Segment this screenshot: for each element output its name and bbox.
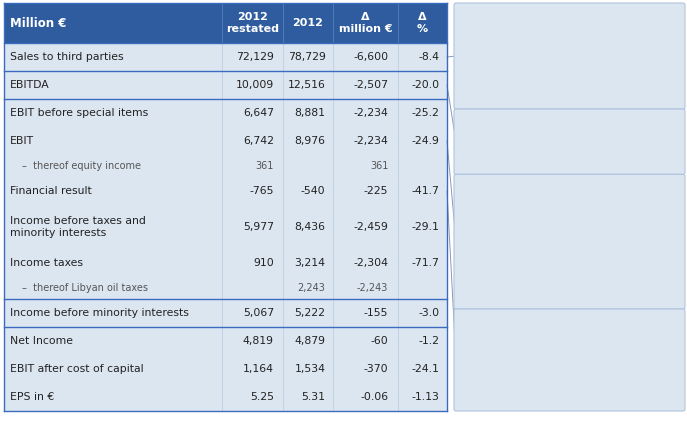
Bar — [4, 3, 447, 43]
Text: –  thereof Libyan oil taxes: – thereof Libyan oil taxes — [22, 283, 148, 293]
Text: -8.4: -8.4 — [418, 52, 440, 62]
Text: 5,222: 5,222 — [295, 308, 326, 318]
Text: 12,516: 12,516 — [288, 80, 326, 90]
Text: 2,243: 2,243 — [297, 283, 326, 293]
Text: 78,729: 78,729 — [288, 52, 326, 62]
Text: 6,647: 6,647 — [243, 108, 274, 118]
Bar — [4, 327, 447, 355]
Text: EBIT after cost of capital: EBIT after cost of capital — [10, 364, 144, 374]
Text: -41.7: -41.7 — [412, 186, 440, 196]
FancyBboxPatch shape — [454, 309, 685, 411]
Text: -2,234: -2,234 — [353, 136, 388, 146]
Text: 5.31: 5.31 — [302, 392, 326, 402]
Text: ▪: ▪ — [463, 198, 469, 207]
Text: Δ
%: Δ % — [417, 12, 428, 34]
Text: 3,214: 3,214 — [295, 258, 326, 268]
Text: -225: -225 — [363, 186, 388, 196]
Text: ▪: ▪ — [463, 332, 469, 341]
Text: 5.25: 5.25 — [250, 392, 274, 402]
Text: Million €: Million € — [10, 17, 67, 30]
Text: -765: -765 — [249, 186, 274, 196]
Text: -1.13: -1.13 — [412, 392, 440, 402]
FancyBboxPatch shape — [454, 109, 685, 174]
Text: Income taxes: Income taxes — [10, 258, 83, 268]
Text: 10,009: 10,009 — [236, 80, 274, 90]
Text: -0.06: -0.06 — [360, 392, 388, 402]
Text: -60: -60 — [370, 336, 388, 346]
Bar — [4, 249, 447, 277]
Text: 72,129: 72,129 — [236, 52, 274, 62]
Bar — [4, 155, 447, 177]
Text: -2,304: -2,304 — [353, 258, 388, 268]
Bar — [4, 299, 447, 327]
Text: Financial result: Financial result — [463, 316, 557, 326]
Text: EBIT before special items: EBIT before special items — [10, 108, 148, 118]
Text: -2,459: -2,459 — [353, 222, 388, 232]
Text: 8,436: 8,436 — [295, 222, 326, 232]
Text: Sales: Sales — [463, 10, 495, 20]
Text: 8,881: 8,881 — [295, 108, 326, 118]
Text: Net Income: Net Income — [10, 336, 73, 346]
Text: 5,067: 5,067 — [243, 308, 274, 318]
Text: -29.1: -29.1 — [412, 222, 440, 232]
Text: 1,164: 1,164 — [243, 364, 274, 374]
Text: 5,977: 5,977 — [243, 222, 274, 232]
Text: -2,243: -2,243 — [357, 283, 388, 293]
Bar — [4, 277, 447, 299]
Bar — [4, 127, 447, 155]
Bar — [4, 43, 447, 71]
Bar — [4, 99, 447, 127]
Bar — [4, 71, 447, 99]
Text: -540: -540 — [301, 186, 326, 196]
Text: -155: -155 — [363, 308, 388, 318]
Text: EBIT: EBIT — [463, 181, 490, 191]
Text: Reduction mainly due to
Wintershall AG: Reduction mainly due to Wintershall AG — [472, 132, 592, 154]
Text: Decrease mainly due to
Wintershall AG: -€2,748
million and BASF-YPC:
-€1,337 mil: Decrease mainly due to Wintershall AG: -… — [472, 26, 588, 71]
Text: Reduction due to reclassi-
fication of associated com-
panies and IAS 19 (rev.): Reduction due to reclassi- fication of a… — [472, 332, 603, 365]
Text: EBIT: EBIT — [10, 136, 34, 146]
Text: -25.2: -25.2 — [412, 108, 440, 118]
Text: 1,534: 1,534 — [295, 364, 326, 374]
Text: EPS in €: EPS in € — [10, 392, 54, 402]
Text: 6,742: 6,742 — [243, 136, 274, 146]
Text: –  thereof equity income: – thereof equity income — [22, 161, 141, 171]
Text: -2,507: -2,507 — [353, 80, 388, 90]
Text: Financial result: Financial result — [10, 186, 92, 196]
Text: 4,879: 4,879 — [295, 336, 326, 346]
Text: Partially offsetting effect
due to inclusion of equity
income of associated
comp: Partially offsetting effect due to inclu… — [472, 222, 596, 267]
Text: 2012: 2012 — [293, 18, 324, 28]
Text: ▪: ▪ — [463, 26, 469, 35]
Text: 361: 361 — [370, 161, 388, 171]
Text: EBITDA: EBITDA — [10, 80, 49, 90]
Text: Sales to third parties: Sales to third parties — [10, 52, 124, 62]
Text: 361: 361 — [256, 161, 274, 171]
Text: EBITDA: EBITDA — [463, 116, 508, 126]
Text: -3.0: -3.0 — [418, 308, 440, 318]
Text: -370: -370 — [363, 364, 388, 374]
FancyBboxPatch shape — [454, 3, 685, 109]
Text: -2,234: -2,234 — [353, 108, 388, 118]
Text: 4,819: 4,819 — [243, 336, 274, 346]
Text: -6,600: -6,600 — [353, 52, 388, 62]
Text: Income before taxes and
minority interests: Income before taxes and minority interes… — [10, 216, 146, 238]
Text: IFRS 10/11 reclassification
leads to reduction in EBIT: IFRS 10/11 reclassification leads to red… — [472, 198, 600, 219]
Text: -24.9: -24.9 — [412, 136, 440, 146]
Text: Income before minority interests: Income before minority interests — [10, 308, 189, 318]
Text: Δ
million €: Δ million € — [339, 12, 392, 34]
Text: -1.2: -1.2 — [418, 336, 440, 346]
Text: -20.0: -20.0 — [412, 80, 440, 90]
Text: 2012
restated: 2012 restated — [226, 12, 279, 34]
Text: -71.7: -71.7 — [412, 258, 440, 268]
Text: 910: 910 — [253, 258, 274, 268]
Bar — [4, 177, 447, 205]
Text: 8,976: 8,976 — [295, 136, 326, 146]
Text: -24.1: -24.1 — [412, 364, 440, 374]
Bar — [4, 205, 447, 249]
Bar — [4, 383, 447, 411]
FancyBboxPatch shape — [454, 174, 685, 309]
Bar — [4, 355, 447, 383]
Text: ▪: ▪ — [463, 222, 469, 231]
Text: ▪: ▪ — [463, 132, 469, 141]
